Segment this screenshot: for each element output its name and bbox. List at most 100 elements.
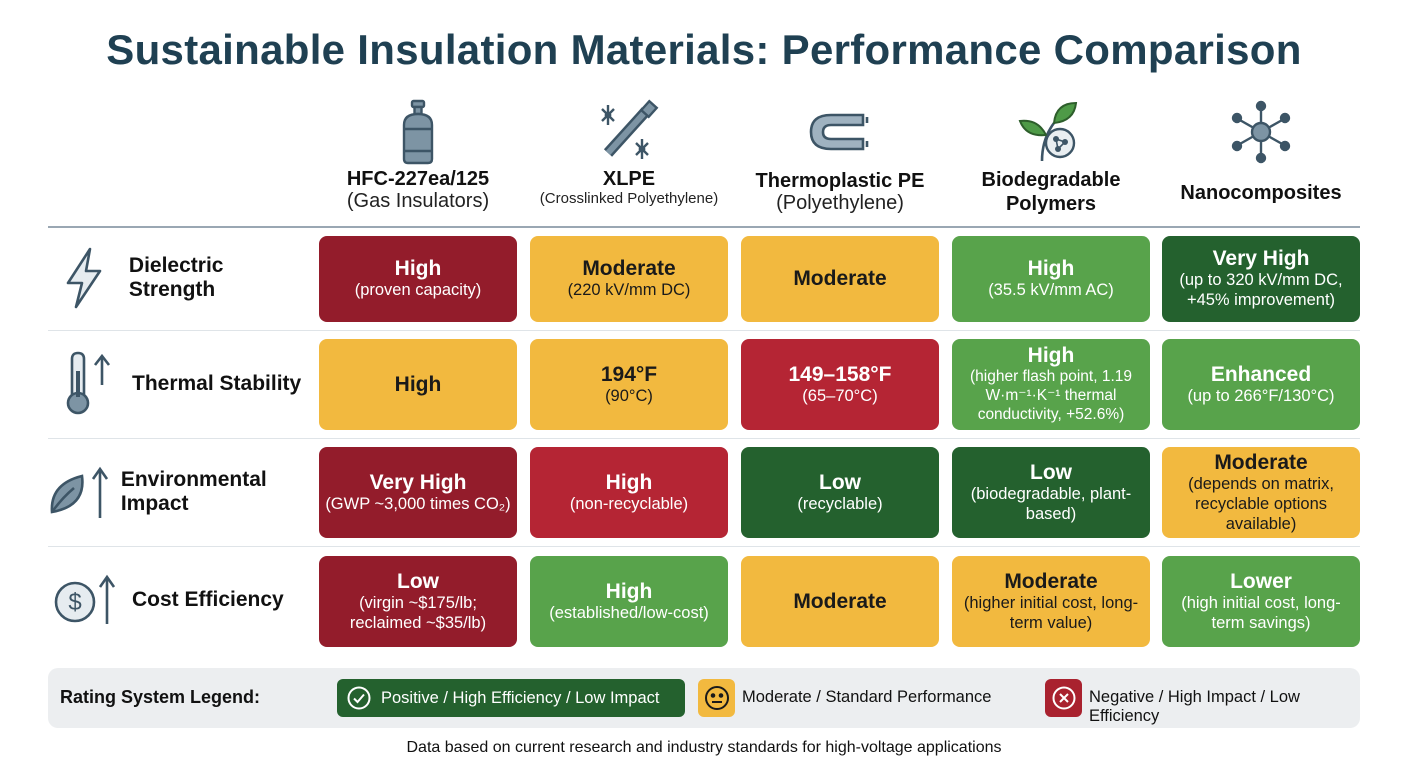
rating-detail: (GWP ~3,000 times CO₂) xyxy=(325,494,511,513)
crosslinked-cable-icon xyxy=(529,96,729,168)
rating-cell: High (35.5 kV/mm AC) xyxy=(952,236,1150,322)
rating-cell: High (proven capacity) xyxy=(319,236,517,322)
rating-value: High xyxy=(394,257,442,280)
column-header-thermoplastic-pe: Thermoplastic PE (Polyethylene) xyxy=(740,96,940,214)
rating-value: High xyxy=(394,372,442,396)
row-label-text: Environmental Impact xyxy=(120,468,267,515)
rating-detail: (biodegradable, plant-based) xyxy=(970,484,1132,523)
neutral-face-icon xyxy=(698,679,735,717)
rating-value: Moderate xyxy=(793,589,887,613)
rating-cell: Low (recyclable) xyxy=(741,447,939,538)
column-header-hfc: HFC-227ea/125 (Gas Insulators) xyxy=(318,96,518,212)
rating-detail: (proven capacity) xyxy=(354,281,482,299)
column-name: Biodegradable Polymers xyxy=(981,169,1121,215)
rating-value: Very High xyxy=(369,470,467,494)
rating-value: High xyxy=(1027,257,1075,280)
rating-cell: High (higher flash point, 1.19 W·m⁻¹·K⁻¹… xyxy=(952,339,1150,430)
rating-cell: Enhanced (up to 266°F/130°C) xyxy=(1162,339,1360,430)
x-circle-icon xyxy=(1045,679,1082,717)
column-header-nanocomposites: Nanocomposites xyxy=(1161,96,1361,204)
column-name: Nanocomposites xyxy=(1180,182,1342,204)
row-divider xyxy=(48,330,1360,331)
column-header-xlpe: XLPE (Crosslinked Polyethylene) xyxy=(529,96,729,207)
rating-value: Low xyxy=(819,470,861,494)
rating-value: High xyxy=(605,579,653,603)
u-pipe-icon xyxy=(740,96,940,168)
dollar-up-icon: $ xyxy=(48,565,124,635)
rating-cell: High xyxy=(319,339,517,430)
rating-value: Moderate xyxy=(1214,450,1308,474)
legend-positive-label: Positive / High Efficiency / Low Impact xyxy=(381,688,660,707)
rating-detail: (established/low-cost) xyxy=(549,603,709,622)
rating-value: 149–158°F xyxy=(788,362,892,386)
rating-value: High xyxy=(605,470,653,494)
legend-positive: Positive / High Efficiency / Low Impact xyxy=(337,679,685,717)
rating-detail: (higher initial cost, long-term value) xyxy=(963,593,1139,632)
rating-detail: (virgin ~$175/lb; reclaimed ~$35/lb) xyxy=(349,593,487,632)
rating-value: Moderate xyxy=(582,257,676,280)
column-subtitle: (Crosslinked Polyethylene) xyxy=(539,190,719,207)
rating-detail: (high initial cost, long-term savings) xyxy=(1181,593,1341,632)
row-label-text: Dielectric Strength xyxy=(128,254,224,301)
rating-detail: (220 kV/mm DC) xyxy=(567,281,691,299)
rating-cell: High (established/low-cost) xyxy=(530,556,728,647)
thermometer-up-icon xyxy=(48,349,124,419)
header-divider xyxy=(48,226,1360,228)
column-header-biodegradable: Biodegradable Polymers xyxy=(951,96,1151,216)
row-label-dielectric-strength: Dielectric Strength xyxy=(48,235,308,321)
rating-cell: Moderate (depends on matrix, recyclable … xyxy=(1162,447,1360,538)
gas-cylinder-icon xyxy=(318,96,518,168)
rating-detail: (up to 320 kV/mm DC, +45% improvement) xyxy=(1179,271,1343,309)
rating-cell: Moderate xyxy=(741,236,939,322)
rating-detail: (up to 266°F/130°C) xyxy=(1187,386,1335,405)
rating-cell: Low (virgin ~$175/lb; reclaimed ~$35/lb) xyxy=(319,556,517,647)
legend-negative-label: Negative / High Impact / Low Efficiency xyxy=(1089,688,1300,725)
row-divider xyxy=(48,546,1360,547)
page-title: Sustainable Insulation Materials: Perfor… xyxy=(106,26,1302,73)
rating-detail: (90°C) xyxy=(605,386,653,405)
rating-detail: (depends on matrix, recyclable options a… xyxy=(1188,474,1334,533)
rating-cell: Moderate (220 kV/mm DC) xyxy=(530,236,728,322)
rating-cell: Lower (high initial cost, long-term savi… xyxy=(1162,556,1360,647)
leaf-up-icon xyxy=(48,457,113,527)
rating-value: Lower xyxy=(1230,569,1292,593)
rating-cell: High (non-recyclable) xyxy=(530,447,728,538)
rating-value: Low xyxy=(397,569,439,593)
rating-detail: (non-recyclable) xyxy=(569,494,689,513)
row-label-text: Thermal Stability xyxy=(132,372,302,395)
rating-detail: (35.5 kV/mm AC) xyxy=(988,281,1114,299)
nanoparticle-icon xyxy=(1161,96,1361,168)
rating-cell: Very High (GWP ~3,000 times CO₂) xyxy=(319,447,517,538)
rating-value: Low xyxy=(1030,460,1072,484)
rating-value: Enhanced xyxy=(1210,362,1312,386)
rating-value: Moderate xyxy=(793,267,887,290)
rating-value: High xyxy=(1027,344,1075,367)
footnote: Data based on current research and indus… xyxy=(406,739,1002,756)
rating-cell: Moderate (higher initial cost, long-term… xyxy=(952,556,1150,647)
rating-detail: (recyclable) xyxy=(797,494,883,513)
column-name: HFC-227ea/125 xyxy=(346,168,490,190)
row-label-cost-efficiency: $ Cost Efficiency xyxy=(48,557,308,643)
row-divider xyxy=(48,438,1360,439)
legend-moderate-label: Moderate / Standard Performance xyxy=(742,688,992,706)
row-label-text: Cost Efficiency xyxy=(132,588,284,611)
column-subtitle: (Gas Insulators) xyxy=(346,190,490,212)
legend-title: Rating System Legend: xyxy=(60,687,261,707)
rating-value: Moderate xyxy=(1004,569,1098,593)
rating-cell: Low (biodegradable, plant-based) xyxy=(952,447,1150,538)
rating-cell: Very High (up to 320 kV/mm DC, +45% impr… xyxy=(1162,236,1360,322)
leaf-molecule-icon xyxy=(951,96,1151,168)
rating-cell: 149–158°F (65–70°C) xyxy=(741,339,939,430)
rating-detail: (65–70°C) xyxy=(802,386,878,405)
rating-value: 194°F xyxy=(600,362,658,386)
column-name: Thermoplastic PE xyxy=(755,170,925,192)
row-label-environmental-impact: Environmental Impact xyxy=(48,449,308,535)
svg-text:$: $ xyxy=(68,589,81,616)
column-name: XLPE xyxy=(602,168,656,190)
check-circle-icon xyxy=(347,686,371,710)
lightning-icon xyxy=(48,243,121,313)
rating-legend: Rating System Legend: Positive / High Ef… xyxy=(48,668,1360,728)
column-subtitle: (Polyethylene) xyxy=(776,192,904,214)
rating-cell: 194°F (90°C) xyxy=(530,339,728,430)
rating-detail: (higher flash point, 1.19 W·m⁻¹·K⁻¹ ther… xyxy=(970,368,1132,423)
